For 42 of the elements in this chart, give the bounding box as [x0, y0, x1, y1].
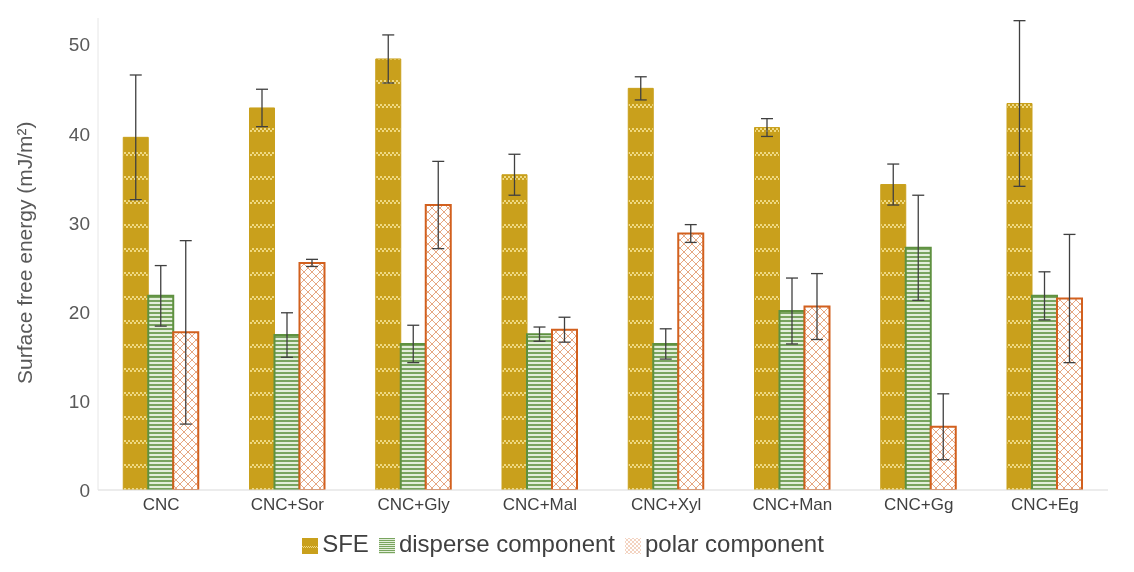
bar: [526, 333, 553, 490]
bar: [501, 174, 528, 490]
y-tick-label: 0: [79, 479, 90, 501]
y-tick-label: 50: [68, 34, 90, 56]
x-tick-label: CNC+Gg: [883, 495, 954, 515]
bar: [880, 184, 907, 490]
bar: [778, 310, 806, 490]
x-tick-label: CNC+Eg: [1011, 495, 1079, 515]
bar: [147, 294, 175, 490]
bar: [1056, 297, 1083, 490]
x-tick-label: CNC+Gly: [377, 495, 451, 515]
x-tick-label: CNC+Mal: [502, 495, 577, 515]
x-tick-label: CNC+Xyl: [630, 495, 702, 515]
bar: [551, 328, 578, 490]
y-tick-label: 30: [68, 212, 90, 234]
bar: [172, 331, 200, 490]
y-tick-label: 10: [68, 390, 90, 412]
x-tick-label: CNC+Man: [752, 495, 833, 515]
bar: [754, 127, 780, 490]
bar: [627, 87, 654, 490]
bar: [122, 136, 149, 490]
bar: [399, 342, 427, 490]
bar: [677, 232, 705, 490]
legend-label: SFE: [322, 530, 369, 557]
bar: [375, 58, 402, 490]
legend-label: polar component: [645, 530, 824, 557]
bar: [803, 305, 831, 490]
y-tick-label: 20: [68, 301, 90, 323]
bar: [424, 204, 452, 490]
x-tick-label: CNC+Sor: [250, 495, 325, 515]
y-tick-label: 40: [68, 123, 90, 145]
x-tick-label: CNC: [142, 495, 180, 515]
y-axis-title: Surface free energy (mJ/m²): [13, 121, 37, 384]
bar: [273, 334, 301, 490]
bar: [298, 261, 326, 490]
bar: [929, 425, 957, 490]
bar: [652, 342, 680, 490]
legend-label: disperse component: [398, 530, 616, 557]
bar: [249, 107, 275, 490]
bar: [1006, 102, 1033, 490]
bar: [904, 246, 932, 490]
bar: [1031, 294, 1058, 490]
